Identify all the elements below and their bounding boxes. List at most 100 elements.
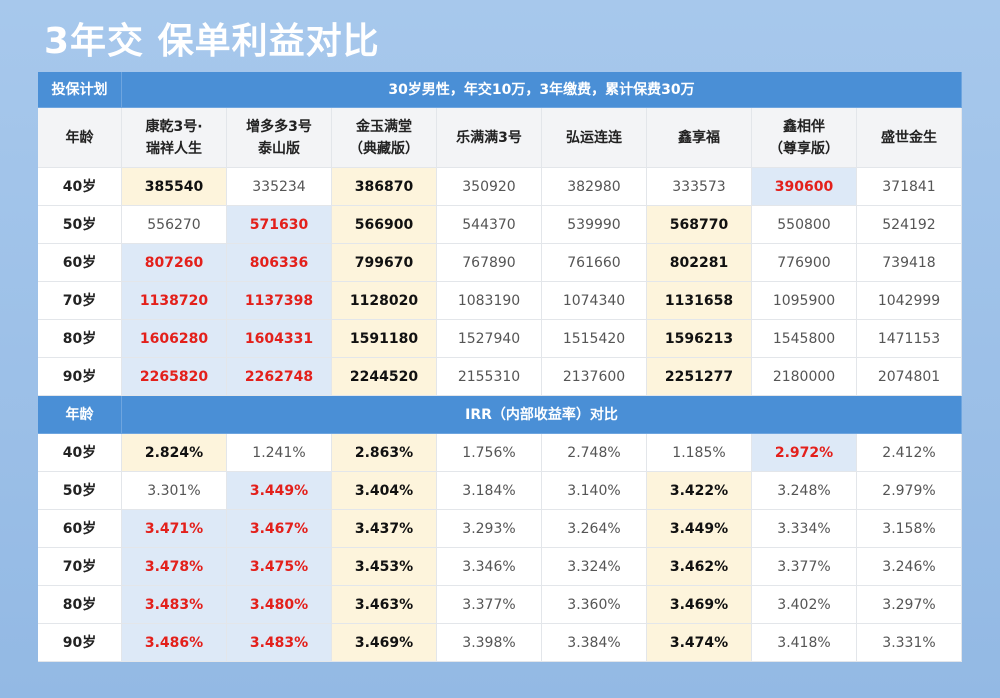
product-header: 增多多3号 泰山版 [227, 108, 332, 168]
value-cell: 3.248% [752, 472, 857, 510]
value-cell: 1138720 [122, 282, 227, 320]
value-cell: 524192 [857, 206, 962, 244]
value-cell: 556270 [122, 206, 227, 244]
value-cell: 3.474% [647, 624, 752, 662]
value-cell: 3.246% [857, 548, 962, 586]
value-cell: 3.475% [227, 548, 332, 586]
irr-title: IRR（内部收益率）对比 [122, 396, 962, 434]
age-cell: 60岁 [38, 244, 122, 282]
value-cell: 3.483% [227, 624, 332, 662]
value-cell: 3.467% [227, 510, 332, 548]
value-cell: 1596213 [647, 320, 752, 358]
value-cell: 335234 [227, 168, 332, 206]
value-cell: 1604331 [227, 320, 332, 358]
value-cell: 386870 [332, 168, 437, 206]
value-cell: 3.398% [437, 624, 542, 662]
value-cell: 550800 [752, 206, 857, 244]
value-cell: 2155310 [437, 358, 542, 396]
value-cell: 382980 [542, 168, 647, 206]
value-cell: 1545800 [752, 320, 857, 358]
age-cell: 90岁 [38, 358, 122, 396]
value-cell: 1606280 [122, 320, 227, 358]
value-cell: 571630 [227, 206, 332, 244]
value-cell: 3.297% [857, 586, 962, 624]
value-cell: 1.756% [437, 434, 542, 472]
value-cell: 1131658 [647, 282, 752, 320]
value-cell: 2251277 [647, 358, 752, 396]
product-header: 乐满满3号 [437, 108, 542, 168]
age-cell: 70岁 [38, 548, 122, 586]
value-cell: 3.377% [437, 586, 542, 624]
value-cell: 1128020 [332, 282, 437, 320]
value-cell: 544370 [437, 206, 542, 244]
value-cell: 776900 [752, 244, 857, 282]
value-cell: 568770 [647, 206, 752, 244]
age-cell: 80岁 [38, 320, 122, 358]
age-cell: 40岁 [38, 168, 122, 206]
value-cell: 3.478% [122, 548, 227, 586]
value-cell: 3.449% [227, 472, 332, 510]
value-cell: 3.486% [122, 624, 227, 662]
age-header: 年龄 [38, 108, 122, 168]
value-cell: 3.301% [122, 472, 227, 510]
page-title: 3年交 保单利益对比 [44, 21, 380, 62]
value-cell: 2.972% [752, 434, 857, 472]
value-cell: 1137398 [227, 282, 332, 320]
value-cell: 3.471% [122, 510, 227, 548]
value-cell: 3.184% [437, 472, 542, 510]
value-cell: 390600 [752, 168, 857, 206]
value-cell: 802281 [647, 244, 752, 282]
product-header: 弘运连连 [542, 108, 647, 168]
value-cell: 3.437% [332, 510, 437, 548]
value-cell: 3.463% [332, 586, 437, 624]
product-header: 金玉满堂 （典藏版） [332, 108, 437, 168]
value-cell: 2137600 [542, 358, 647, 396]
value-cell: 3.293% [437, 510, 542, 548]
product-header: 康乾3号· 瑞祥人生 [122, 108, 227, 168]
value-cell: 1527940 [437, 320, 542, 358]
value-cell: 333573 [647, 168, 752, 206]
value-cell: 3.422% [647, 472, 752, 510]
value-cell: 3.402% [752, 586, 857, 624]
value-cell: 2180000 [752, 358, 857, 396]
value-cell: 539990 [542, 206, 647, 244]
value-cell: 1.185% [647, 434, 752, 472]
value-cell: 3.360% [542, 586, 647, 624]
plan-label: 投保计划 [38, 72, 122, 108]
value-cell: 350920 [437, 168, 542, 206]
value-cell: 2265820 [122, 358, 227, 396]
value-cell: 1074340 [542, 282, 647, 320]
value-cell: 3.469% [332, 624, 437, 662]
value-cell: 761660 [542, 244, 647, 282]
value-cell: 385540 [122, 168, 227, 206]
value-cell: 3.377% [752, 548, 857, 586]
value-cell: 2.748% [542, 434, 647, 472]
value-cell: 2262748 [227, 358, 332, 396]
value-cell: 3.418% [752, 624, 857, 662]
comparison-table: 投保计划 30岁男性，年交10万，3年缴费，累计保费30万 年龄 康乾3号· 瑞祥人生… [38, 72, 962, 662]
value-cell: 806336 [227, 244, 332, 282]
value-cell: 2.863% [332, 434, 437, 472]
product-header: 鑫享福 [647, 108, 752, 168]
value-cell: 1591180 [332, 320, 437, 358]
age-cell: 50岁 [38, 472, 122, 510]
value-cell: 2244520 [332, 358, 437, 396]
value-cell: 3.346% [437, 548, 542, 586]
value-cell: 371841 [857, 168, 962, 206]
value-cell: 2074801 [857, 358, 962, 396]
irr-age-header: 年龄 [38, 396, 122, 434]
value-cell: 3.334% [752, 510, 857, 548]
value-cell: 3.480% [227, 586, 332, 624]
value-cell: 3.331% [857, 624, 962, 662]
value-cell: 799670 [332, 244, 437, 282]
age-cell: 60岁 [38, 510, 122, 548]
age-cell: 90岁 [38, 624, 122, 662]
value-cell: 2.412% [857, 434, 962, 472]
value-cell: 1.241% [227, 434, 332, 472]
value-cell: 3.449% [647, 510, 752, 548]
value-cell: 739418 [857, 244, 962, 282]
value-cell: 3.483% [122, 586, 227, 624]
plan-description: 30岁男性，年交10万，3年缴费，累计保费30万 [122, 72, 962, 108]
value-cell: 3.324% [542, 548, 647, 586]
value-cell: 3.158% [857, 510, 962, 548]
